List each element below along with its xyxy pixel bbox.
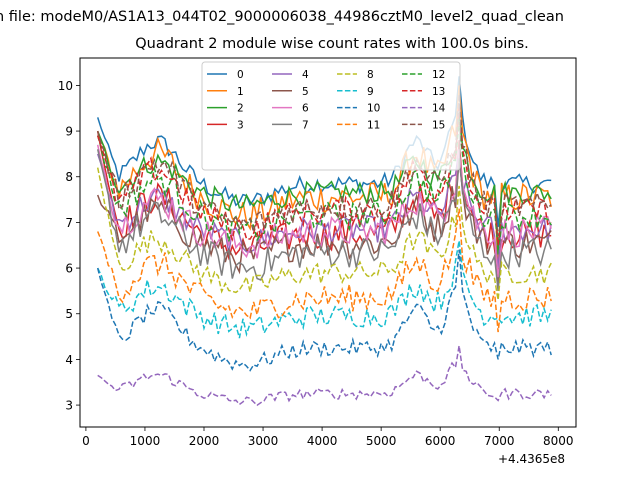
series-line-8 <box>96 167 552 301</box>
x-axis-offset-label: +4.4365e8 <box>498 452 566 466</box>
ticks-layer: 0 1000 2000 3000 4000 5000 6000 7000 8000 3 4 5 6 7 8 9… <box>58 79 574 448</box>
x-tick-label: 8000 <box>543 434 574 448</box>
y-tick-label: 4 <box>65 353 73 367</box>
x-tick-label: 7000 <box>484 434 515 448</box>
x-tick-label: 5000 <box>366 434 397 448</box>
legend-box <box>201 61 461 171</box>
x-tick-label: 4000 <box>307 434 338 448</box>
legend-label-15: 15 <box>432 119 445 131</box>
legend-label-8: 8 <box>367 69 374 81</box>
legend-label-7: 7 <box>302 119 309 131</box>
y-tick-label: 6 <box>65 262 73 276</box>
legend-label-3: 3 <box>237 119 244 131</box>
series-line-7 <box>96 149 552 291</box>
legend-label-0: 0 <box>237 69 244 81</box>
legend-label-11: 11 <box>367 119 380 131</box>
legend-label-13: 13 <box>432 86 445 98</box>
series-line-6 <box>96 144 552 278</box>
legend-label-9: 9 <box>367 86 374 98</box>
legend-label-5: 5 <box>302 86 309 98</box>
x-tick-label: 0 <box>82 434 90 448</box>
x-tick-label: 6000 <box>425 434 456 448</box>
legend-label-2: 2 <box>237 103 244 115</box>
x-tick-label: 3000 <box>248 434 279 448</box>
x-tick-label: 1000 <box>130 434 161 448</box>
series-line-2 <box>97 112 552 255</box>
series-line-1 <box>96 85 552 269</box>
series-line-11 <box>97 208 552 333</box>
axes-frame <box>79 57 577 428</box>
legend-label-10: 10 <box>367 103 380 115</box>
y-tick-label: 5 <box>65 307 73 321</box>
series-line-15 <box>96 94 552 237</box>
figure-suptitle: n file: modeM0/AS1A13_044T02_9000006038_… <box>0 9 564 25</box>
series-line-9 <box>97 240 552 339</box>
series-line-10 <box>96 249 552 372</box>
legend-label-4: 4 <box>302 69 309 81</box>
legend-label-6: 6 <box>302 103 309 115</box>
y-tick-label: 3 <box>65 399 73 413</box>
y-tick-label: 10 <box>58 79 73 93</box>
y-tick-label: 9 <box>65 125 73 139</box>
series-line-14 <box>97 345 552 407</box>
legend-label-14: 14 <box>432 103 446 115</box>
y-tick-label: 7 <box>65 216 73 230</box>
series-layer <box>96 76 552 407</box>
chart-title: Quadrant 2 module wise count rates with … <box>135 36 529 52</box>
series-line-13 <box>96 103 552 246</box>
legend-label-1: 1 <box>237 86 244 98</box>
y-tick-label: 8 <box>65 170 73 184</box>
legend-label-12: 12 <box>432 69 445 81</box>
x-tick-label: 2000 <box>189 434 220 448</box>
